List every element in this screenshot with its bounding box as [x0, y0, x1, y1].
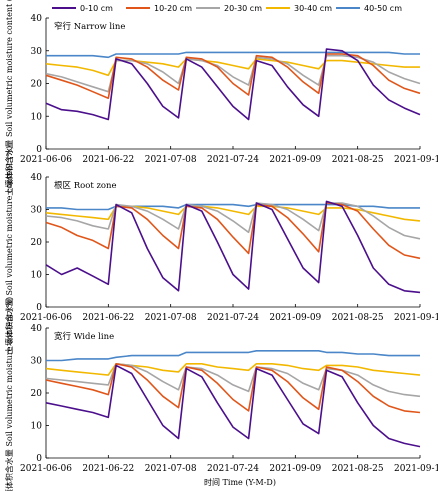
legend-label: 10-20 cm [154, 4, 192, 13]
x-axis-label: 时间 Time (Y-M-D) [204, 477, 276, 487]
series-line [45, 363, 421, 376]
y-tick-label: 0 [36, 303, 42, 313]
series-line [46, 51, 420, 59]
x-tick-label: 2021-09-10 [394, 155, 438, 165]
series-line [45, 202, 421, 260]
y-tick-label: 40 [31, 173, 43, 183]
x-tick-label: 2021-08-25 [332, 464, 384, 474]
x-tick-label: 2021-07-24 [207, 155, 259, 165]
x-tick-label: 2021-06-06 [20, 313, 72, 323]
legend-item: 40-50 cm [336, 4, 402, 13]
x-tick-label: 2021-06-22 [82, 464, 134, 474]
x-tick-label: 2021-09-10 [394, 464, 438, 474]
series-line [45, 364, 421, 448]
panel-title: 窄行 Narrow line [54, 21, 125, 32]
x-tick-label: 2021-09-09 [269, 313, 321, 323]
chart-panel: 0 10 20 30 40 2021-06-06 2021-06-22 2021-07-08 2… [4, 0, 438, 196]
y-tick-label: 10 [31, 422, 43, 432]
x-tick-label: 2021-06-22 [82, 313, 134, 323]
series-line [46, 350, 420, 362]
y-tick-label: 10 [31, 271, 43, 281]
panel-title: 根区 Root zone [54, 180, 117, 191]
x-tick-label: 2021-06-06 [20, 155, 72, 165]
series-line [46, 203, 420, 211]
legend-label: 20-30 cm [224, 4, 262, 13]
legend-label: 0-10 cm [80, 4, 113, 13]
legend-label: 40-50 cm [364, 4, 402, 13]
series-line [45, 363, 421, 414]
y-axis-label: 土壤体积含水量 Soil volumetric moisture content… [4, 0, 14, 196]
panel-title: 宽行 Wide line [54, 331, 114, 342]
series-line [45, 202, 421, 240]
chart-legend: 0-10 cm 10-20 cm 20-30 cm 30-40 cm 40-50 cm [52, 4, 402, 13]
series-line [45, 48, 421, 121]
series-line [45, 363, 421, 398]
series-line [45, 200, 421, 294]
legend-item: 0-10 cm [52, 4, 113, 13]
series-line [45, 53, 421, 99]
y-tick-label: 20 [31, 238, 43, 248]
x-tick-label: 2021-09-10 [394, 313, 438, 323]
x-tick-label: 2021-07-08 [145, 464, 197, 474]
y-tick-label: 40 [31, 324, 43, 334]
series-line [45, 58, 420, 77]
x-tick-label: 2021-09-09 [269, 464, 321, 474]
x-tick-label: 2021-07-24 [207, 313, 259, 323]
x-tick-label: 2021-06-06 [20, 464, 72, 474]
y-tick-label: 0 [36, 454, 42, 464]
x-tick-label: 2021-08-25 [332, 155, 384, 165]
y-tick-label: 30 [31, 206, 43, 216]
legend-label: 30-40 cm [294, 4, 332, 13]
y-tick-label: 40 [31, 14, 43, 24]
x-tick-label: 2021-07-08 [145, 313, 197, 323]
x-tick-label: 2021-08-25 [332, 313, 384, 323]
legend-item: 20-30 cm [196, 4, 262, 13]
y-tick-label: 30 [31, 47, 43, 57]
y-tick-label: 30 [31, 357, 43, 367]
y-tick-label: 20 [31, 80, 43, 90]
x-tick-label: 2021-07-08 [145, 155, 197, 165]
legend-item: 30-40 cm [266, 4, 332, 13]
y-axis-label: 土壤体积含水量 Soil volumetric moisture content… [4, 297, 14, 491]
y-axis-label: 土壤体积含水量 Soil volumetric moisture content… [4, 146, 14, 354]
y-tick-label: 20 [31, 389, 43, 399]
legend-item: 10-20 cm [126, 4, 192, 13]
y-tick-label: 0 [36, 145, 42, 155]
x-tick-label: 2021-09-09 [269, 155, 321, 165]
x-tick-label: 2021-07-24 [207, 464, 259, 474]
x-tick-label: 2021-06-22 [82, 155, 134, 165]
y-tick-label: 10 [31, 112, 43, 122]
